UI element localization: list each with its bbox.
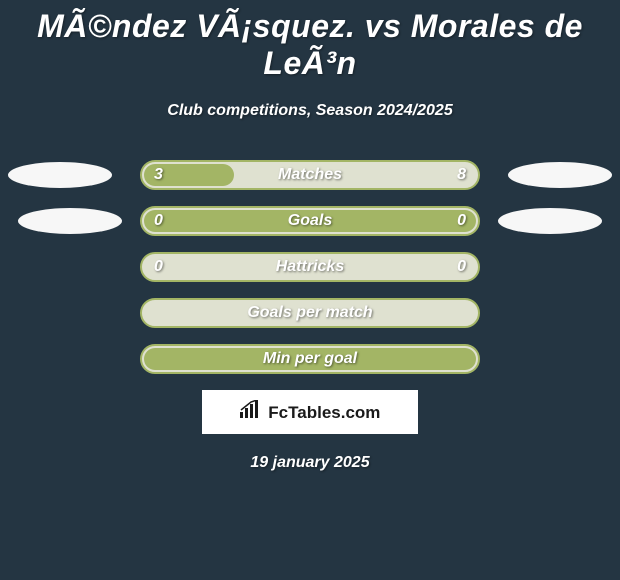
date: 19 january 2025 bbox=[0, 454, 620, 472]
brand-chart-icon bbox=[240, 391, 260, 435]
subtitle: Club competitions, Season 2024/2025 bbox=[0, 102, 620, 120]
stat-label: Min per goal bbox=[142, 346, 478, 376]
flag-right bbox=[498, 208, 602, 234]
bar-track: 00Goals bbox=[140, 206, 480, 236]
bar-track: Goals per match bbox=[140, 298, 480, 328]
stat-label: Goals per match bbox=[142, 300, 478, 330]
stat-rows: 38Matches 00Goals 00Hattricks Goals per mat… bbox=[0, 160, 620, 374]
flag-left bbox=[8, 162, 112, 188]
stat-label: Goals bbox=[142, 208, 478, 238]
page-title: MÃ©ndez VÃ¡squez. vs Morales de LeÃ³n bbox=[0, 8, 620, 82]
bar-track: 38Matches bbox=[140, 160, 480, 190]
brand-text: FcTables.com bbox=[268, 391, 380, 435]
stat-label: Hattricks bbox=[142, 254, 478, 284]
bar-track: 00Hattricks bbox=[140, 252, 480, 282]
stat-row: Goals per match bbox=[0, 298, 620, 328]
stat-row: 00Goals bbox=[0, 206, 620, 236]
flag-left bbox=[18, 208, 122, 234]
flag-right bbox=[508, 162, 612, 188]
bar-track: Min per goal bbox=[140, 344, 480, 374]
stat-label: Matches bbox=[142, 162, 478, 192]
stat-row: 38Matches bbox=[0, 160, 620, 190]
brand-box[interactable]: FcTables.com bbox=[202, 390, 418, 434]
stat-row: 00Hattricks bbox=[0, 252, 620, 282]
stat-row: Min per goal bbox=[0, 344, 620, 374]
